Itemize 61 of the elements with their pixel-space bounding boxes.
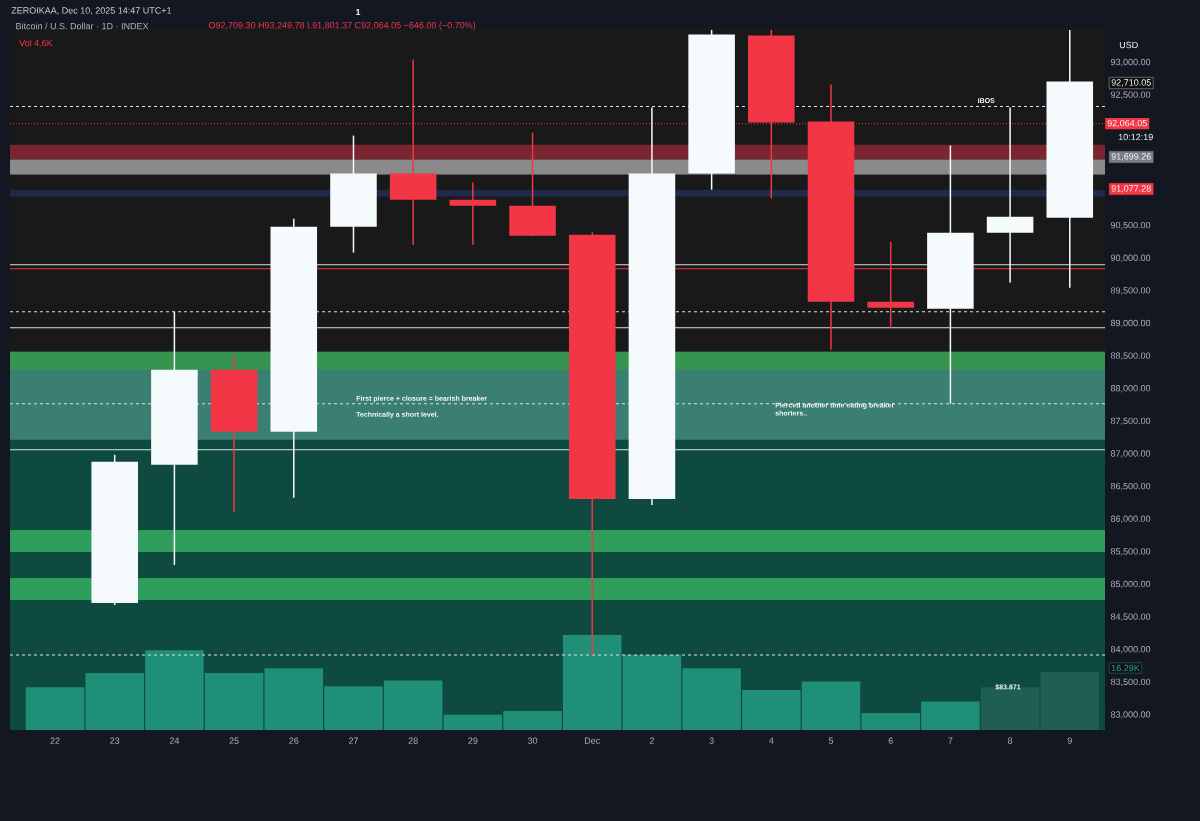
candlestick xyxy=(210,354,258,513)
candlestick xyxy=(927,144,974,405)
candlestick xyxy=(688,29,735,191)
y-tick-label: 90,500.00 xyxy=(1110,221,1151,230)
text: 91,077.28 xyxy=(1111,185,1151,193)
y-tick-label: 87,000.00 xyxy=(1110,450,1151,458)
y-tick-label: 86,000.00 xyxy=(1110,515,1151,523)
y-tick-label: 83,000.00 xyxy=(1110,711,1151,719)
y-tick-label: 90,000.00 xyxy=(1110,254,1151,262)
annotation: Vol 4.6K xyxy=(19,39,53,47)
y-tick-label: 92,500.00 xyxy=(1110,91,1151,99)
candlestick xyxy=(986,106,1034,284)
y-tick-label: 88,500.00 xyxy=(1110,352,1151,360)
x-tick-label: 22 xyxy=(50,737,60,744)
candlestick xyxy=(330,134,377,254)
x-tick-label: 25 xyxy=(229,737,239,744)
x-tick-label: 2 xyxy=(649,737,654,744)
y-tick-label: 84,500.00 xyxy=(1110,613,1151,621)
text: 1 xyxy=(356,8,361,16)
y-tick-label: 85,000.00 xyxy=(1110,580,1151,589)
bar xyxy=(1040,672,1100,730)
x-tick-label: Dec xyxy=(584,737,601,744)
text: 91,699.26 xyxy=(1111,153,1151,161)
candlestick xyxy=(509,131,556,237)
text: ZEROIKAA, Dec 10, 2025 14:47 UTC+1 xyxy=(11,7,172,15)
text: 10:12:19 xyxy=(1118,133,1153,141)
chart-title: Bitcoin / U.S. Dollar · 1D · INDEX xyxy=(16,22,149,30)
text: 16.29K xyxy=(1111,664,1140,672)
candlestick xyxy=(628,106,676,506)
y-tick-label: 85,500.00 xyxy=(1110,548,1151,556)
y-tick-label: 93,000.00 xyxy=(1110,58,1151,67)
y-tick-label: 84,000.00 xyxy=(1110,646,1151,654)
text: USD xyxy=(1119,41,1138,49)
y-tick-label: 86,500.00 xyxy=(1110,482,1151,491)
x-tick-label: 28 xyxy=(408,737,418,744)
candlestick xyxy=(270,217,318,499)
ref-line-label: 92,064.05 xyxy=(1107,119,1147,128)
candlestick xyxy=(91,454,138,606)
x-tick-label: 7 xyxy=(948,737,953,744)
x-tick-label: 9 xyxy=(1067,737,1072,744)
y-tick-label: 89,000.00 xyxy=(1110,319,1151,328)
x-tick-label: 8 xyxy=(1007,737,1013,744)
x-tick-label: 5 xyxy=(828,737,834,744)
chart-subtitle: O92,709.30 H93,249.78 L91,801.37 C92,064.05 −646.00 (−0.70%) xyxy=(208,21,476,31)
y-tick-label: 89,500.00 xyxy=(1110,287,1151,295)
candlestick xyxy=(449,181,497,246)
x-tick-label: 30 xyxy=(527,737,538,744)
candlestick xyxy=(151,310,198,566)
text: 92,710.05 xyxy=(1111,79,1151,87)
x-tick-label: 27 xyxy=(348,737,359,744)
x-tick-label: 29 xyxy=(468,737,478,744)
x-tick-label: 4 xyxy=(769,737,774,744)
x-tick-label: 3 xyxy=(709,737,714,744)
x-tick-label: 26 xyxy=(289,737,299,744)
y-tick-label: 87,500.00 xyxy=(1110,417,1151,426)
x-tick-label: 23 xyxy=(110,737,120,744)
x-tick-label: 24 xyxy=(169,737,180,744)
y-tick-label: 83,500.00 xyxy=(1110,678,1151,687)
y-tick-label: 88,000.00 xyxy=(1110,385,1151,393)
x-tick-label: 6 xyxy=(888,737,893,744)
candlestick xyxy=(1046,29,1094,289)
